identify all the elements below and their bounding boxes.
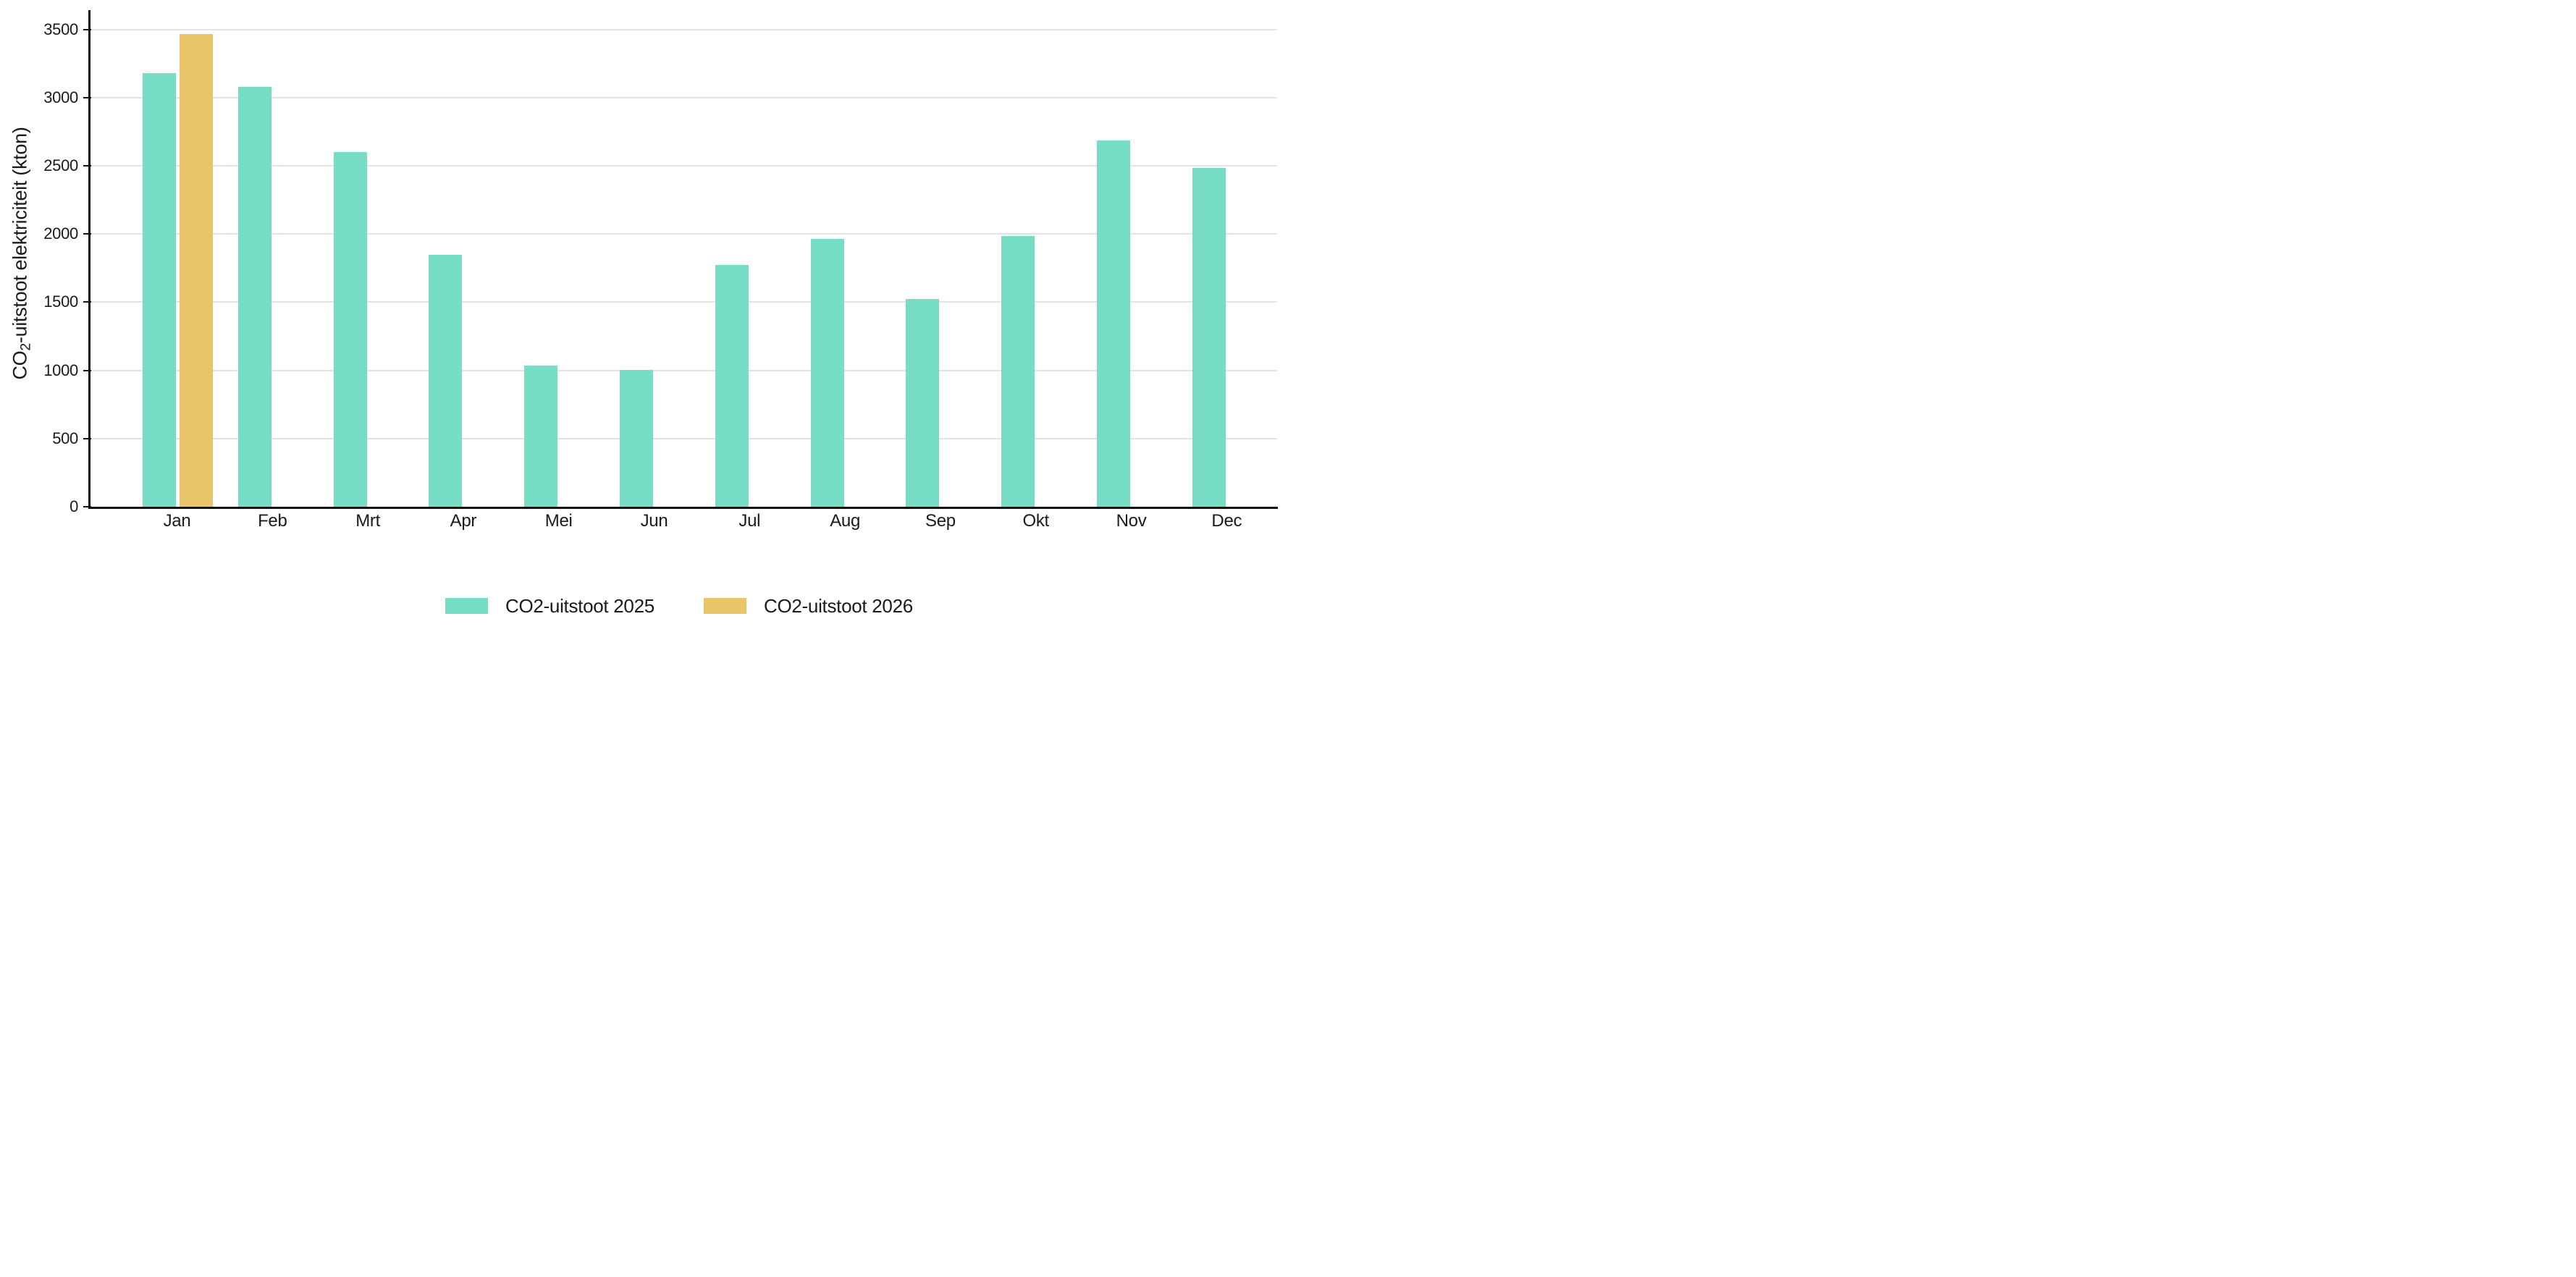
x-tick-label-Jul: Jul [738, 511, 761, 531]
bar-2025-Okt[interactable] [1001, 235, 1035, 507]
x-tick-label-Jun: Jun [640, 511, 668, 531]
bar-2025-Mei[interactable] [524, 365, 558, 507]
y-tick-label-0: 0 [70, 497, 78, 515]
x-tick-label-Aug: Aug [830, 511, 860, 531]
gridline-1500 [91, 301, 1277, 303]
y-tick-label-2000: 2000 [43, 224, 78, 243]
legend-item-2025[interactable]: CO2-uitstoot 2025 [445, 594, 654, 618]
bar-2025-Feb[interactable] [237, 86, 272, 507]
y-tick-3500 [83, 28, 91, 30]
y-tick-500 [83, 437, 91, 439]
gridline-3000 [91, 96, 1277, 98]
y-tick-2000 [83, 233, 91, 235]
x-tick-label-Mei: Mei [544, 511, 573, 531]
y-axis-line [88, 10, 91, 509]
legend-swatch-2026 [704, 598, 746, 614]
gridline-3500 [91, 28, 1277, 30]
gridline-500 [91, 437, 1277, 439]
y-tick-label-3000: 3000 [43, 88, 78, 106]
y-tick-1500 [83, 301, 91, 303]
bar-2025-Nov[interactable] [1097, 140, 1130, 507]
x-tick-label-Apr: Apr [450, 511, 477, 531]
bar-2025-Dec[interactable] [1192, 167, 1226, 507]
bar-2025-Mrt[interactable] [333, 152, 367, 507]
legend-swatch-2025 [445, 598, 488, 614]
x-axis-line [88, 507, 1278, 509]
legend-item-2026[interactable]: CO2-uitstoot 2026 [704, 594, 913, 618]
x-tick-label-Mrt: Mrt [355, 511, 380, 531]
x-tick-label-Nov: Nov [1116, 511, 1147, 531]
bar-2025-Jun[interactable] [620, 369, 653, 507]
y-axis-title-sub: 2 [17, 343, 34, 351]
gridline-2500 [91, 164, 1277, 167]
bar-2025-Apr[interactable] [429, 255, 463, 507]
bar-2025-Aug[interactable] [810, 238, 844, 507]
legend-label-2025: CO2-uitstoot 2025 [505, 594, 654, 617]
x-tick-label-Jan: Jan [163, 511, 191, 531]
bar-2026-Jan[interactable] [180, 34, 213, 507]
y-tick-label-500: 500 [52, 429, 78, 447]
y-tick-label-2500: 2500 [43, 156, 78, 174]
y-tick-0 [83, 506, 91, 507]
y-tick-label-1500: 1500 [43, 292, 78, 311]
y-tick-3000 [83, 96, 91, 98]
y-tick-1000 [83, 369, 91, 371]
y-tick-label-1000: 1000 [43, 361, 78, 379]
gridline-1000 [91, 369, 1277, 371]
bar-2025-Sep[interactable] [906, 298, 940, 507]
legend-label-2026: CO2-uitstoot 2026 [764, 594, 913, 617]
x-tick-label-Okt: Okt [1022, 511, 1049, 531]
chart-canvas: CO2-uitstoot elektriciteit (kton) CO2-ui… [0, 0, 1288, 638]
x-tick-label-Sep: Sep [925, 511, 956, 531]
x-tick-label-Feb: Feb [258, 511, 287, 531]
y-tick-2500 [83, 164, 91, 167]
bar-2025-Jan[interactable] [143, 72, 176, 507]
x-tick-label-Dec: Dec [1211, 511, 1242, 531]
y-tick-label-3500: 3500 [43, 20, 78, 38]
gridline-2000 [91, 233, 1277, 235]
bar-2025-Jul[interactable] [715, 264, 749, 507]
